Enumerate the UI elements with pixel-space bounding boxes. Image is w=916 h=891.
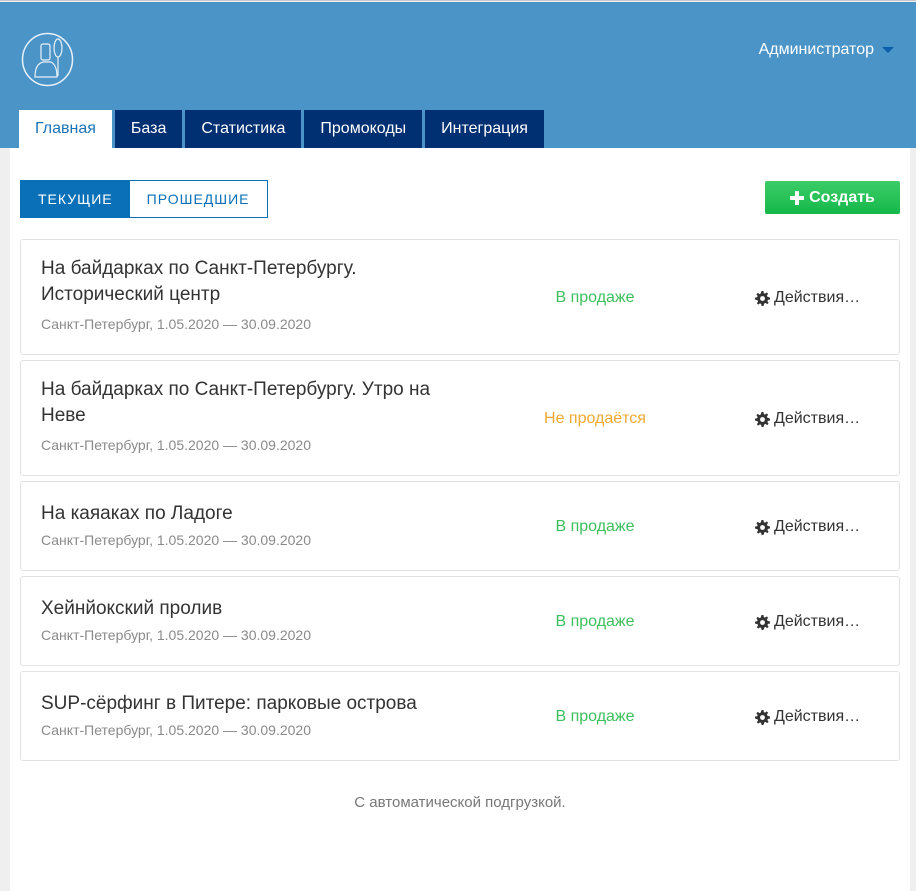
actions-button[interactable]: Действия… [755, 410, 860, 428]
main-nav: Главная База Статистика Промокоды Интегр… [19, 110, 544, 148]
filter-past-button[interactable]: ПРОШЕДШИЕ [146, 191, 250, 207]
create-label: Создать [809, 188, 875, 206]
actions-button[interactable]: Действия… [755, 708, 860, 726]
actions-button[interactable]: Действия… [755, 613, 860, 631]
event-title[interactable]: На каяаках по Ладоге [41, 503, 233, 524]
gear-icon [755, 290, 770, 306]
gear-icon [755, 519, 770, 535]
status-badge: В продаже [555, 613, 635, 630]
event-title[interactable]: SUP-сёрфинг в Питере: парковые острова [41, 693, 417, 714]
event-title[interactable]: На байдарках по Санкт-Петербургу. Истори… [41, 258, 357, 305]
event-card[interactable]: SUP-сёрфинг в Питере: парковые острова С… [20, 671, 900, 761]
filter-current-button[interactable]: ТЕКУЩИЕ [21, 181, 130, 217]
gear-icon [755, 709, 770, 725]
gear-icon [755, 411, 770, 427]
status-badge: В продаже [555, 708, 635, 725]
main-content: ТЕКУЩИЕ ПРОШЕДШИЕ Создать На байдарках п… [10, 148, 910, 891]
actions-label: Действия… [774, 708, 861, 725]
actions-button[interactable]: Действия… [755, 518, 860, 536]
event-filter: ТЕКУЩИЕ ПРОШЕДШИЕ [20, 180, 268, 218]
actions-label: Действия… [774, 410, 861, 427]
event-subtitle: Санкт-Петербург, 1.05.2020 — 30.09.2020 [41, 722, 311, 738]
logo-icon[interactable] [21, 32, 74, 87]
autoload-note: С автоматической подгрузкой. [354, 794, 566, 811]
event-subtitle: Санкт-Петербург, 1.05.2020 — 30.09.2020 [41, 532, 311, 548]
status-badge: В продаже [555, 289, 635, 306]
gear-icon [755, 614, 770, 630]
chevron-down-icon [882, 47, 894, 53]
event-title[interactable]: Хейнйокский пролив [41, 598, 223, 619]
actions-label: Действия… [774, 289, 861, 306]
app-header: Администратор Главная База Статистика Пр… [0, 2, 916, 148]
event-card[interactable]: На байдарках по Санкт-Петербургу. Утро н… [20, 360, 900, 476]
create-button[interactable]: Создать [765, 181, 900, 214]
user-name: Администратор [758, 41, 874, 58]
status-badge: Не продаётся [544, 410, 646, 427]
tab-base[interactable]: База [114, 110, 183, 148]
event-subtitle: Санкт-Петербург, 1.05.2020 — 30.09.2020 [41, 437, 311, 453]
actions-label: Действия… [774, 518, 861, 535]
event-card[interactable]: Хейнйокский пролив Санкт-Петербург, 1.05… [20, 576, 900, 666]
event-card[interactable]: На каяаках по Ладоге Санкт-Петербург, 1.… [20, 481, 900, 571]
event-subtitle: Санкт-Петербург, 1.05.2020 — 30.09.2020 [41, 627, 311, 643]
tab-integration[interactable]: Интеграция [425, 110, 544, 148]
tab-promocodes[interactable]: Промокоды [304, 110, 423, 148]
status-badge: В продаже [555, 518, 635, 535]
plus-icon [790, 190, 805, 205]
event-title[interactable]: На байдарках по Санкт-Петербургу. Утро н… [41, 379, 431, 426]
event-subtitle: Санкт-Петербург, 1.05.2020 — 30.09.2020 [41, 316, 311, 332]
event-card[interactable]: На байдарках по Санкт-Петербургу. Истори… [20, 239, 900, 355]
tab-home[interactable]: Главная [19, 110, 112, 148]
actions-label: Действия… [774, 613, 861, 630]
tab-statistics[interactable]: Статистика [185, 110, 302, 148]
actions-button[interactable]: Действия… [755, 289, 860, 307]
user-menu[interactable]: Администратор [759, 41, 894, 59]
